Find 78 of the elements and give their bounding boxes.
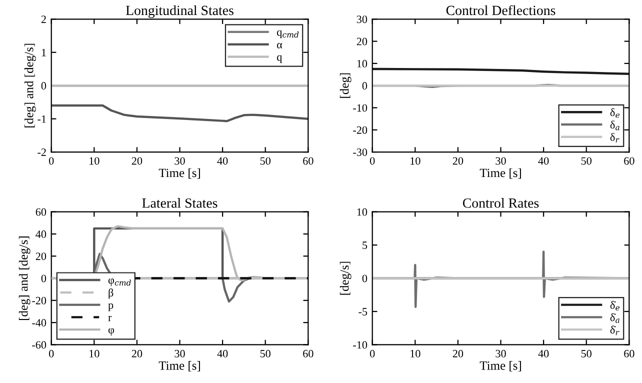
legend-label: δ̇$_{e}$ [610,300,620,311]
y-tick-label: 10 [357,208,368,216]
x-tick-label: 50 [581,157,592,165]
x-tick-label: 50 [581,350,592,358]
chart-title: Longitudinal States [126,5,234,18]
y-tick-label: -10 [353,341,368,349]
x-tick-label: 30 [174,350,185,358]
legend-label: δ$_{a}$ [610,120,620,130]
y-tick-label: 40 [36,230,46,238]
x-tick-label: 0 [49,157,54,165]
y-tick-label: 0 [41,82,46,90]
x-tick-label: 30 [496,157,506,165]
legend-label: p [108,303,114,312]
x-tick-label: 40 [538,157,549,165]
x-tick-label: 60 [303,350,314,358]
x-tick-label: 40 [217,157,228,165]
legend-label: δ$_{e}$ [610,108,620,118]
y-tick-label: 20 [356,38,368,46]
y-tick-label: 0 [41,274,46,282]
legend-label: δ̇$_{r}$ [610,326,620,336]
legend-label: φ$_{cmd}$ [108,278,131,286]
chart-title: Control Deflections [446,5,556,16]
x-tick-label: 20 [452,350,464,358]
y-tick-label: 0 [362,274,368,282]
y-tick-label: 0 [362,82,368,90]
y-tick-label: -20 [32,296,46,304]
x-tick-label: 50 [260,157,270,165]
y-tick-label: -60 [32,341,46,349]
y-tick-label: 60 [36,208,46,216]
y-tick-label: -30 [353,148,368,156]
x-tick-label: 20 [452,157,464,165]
y-axis-title: [deg] and [deg/s] [18,236,30,320]
legend-label: r [108,316,112,322]
x-tick-label: 20 [132,350,142,358]
x-tick-label: 0 [370,350,375,358]
x-tick-label: 10 [90,350,100,358]
x-tick-label: 10 [410,350,420,358]
x-tick-label: 60 [624,157,634,165]
legend-label: φ [108,328,114,336]
x-tick-label: 40 [217,350,228,358]
y-tick-label: 1 [42,48,46,56]
y-tick-label: -5 [358,308,368,316]
x-axis-title: Time [s] [158,168,200,179]
x-tick-label: 0 [370,157,375,165]
x-axis-title: Time [s] [480,168,521,179]
x-axis-title: Time [s] [158,361,200,372]
x-tick-label: 10 [410,157,420,165]
x-tick-label: 20 [132,157,142,165]
y-tick-label: 5 [362,242,368,250]
chart-title: Lateral States [142,198,218,208]
y-tick-label: -20 [353,126,368,134]
x-tick-label: 30 [174,157,185,165]
legend-label: q [277,55,282,63]
x-tick-label: 40 [538,350,549,358]
x-tick-label: 50 [260,350,270,358]
legend-label: δ$_{r}$ [610,132,620,142]
legend-label: δ̇$_{a}$ [610,313,620,323]
legend-label: α [277,43,282,48]
chart-title: Control Rates [462,198,539,208]
x-tick-label: 60 [303,157,314,165]
y-tick-label: 10 [357,60,368,68]
y-tick-label: -1 [38,115,46,123]
y-tick-label: 30 [356,16,368,24]
x-tick-label: 30 [496,350,506,358]
x-axis-title: Time [s] [480,361,521,372]
legend-label: β [108,288,114,299]
y-axis-title: [deg] [340,73,352,98]
x-tick-label: 10 [90,157,100,165]
y-tick-label: -40 [32,319,46,327]
y-axis-title: [deg/s] [340,262,352,295]
y-tick-label: 20 [36,252,46,260]
y-tick-label: -10 [353,104,368,112]
legend-label: q$_{cmd}$ [277,30,299,38]
y-tick-label: 2 [41,16,46,24]
x-tick-label: 0 [49,350,54,358]
y-tick-label: -2 [38,148,46,156]
x-tick-label: 60 [624,350,634,358]
y-axis-title: [deg] and [deg/s] [24,44,36,128]
